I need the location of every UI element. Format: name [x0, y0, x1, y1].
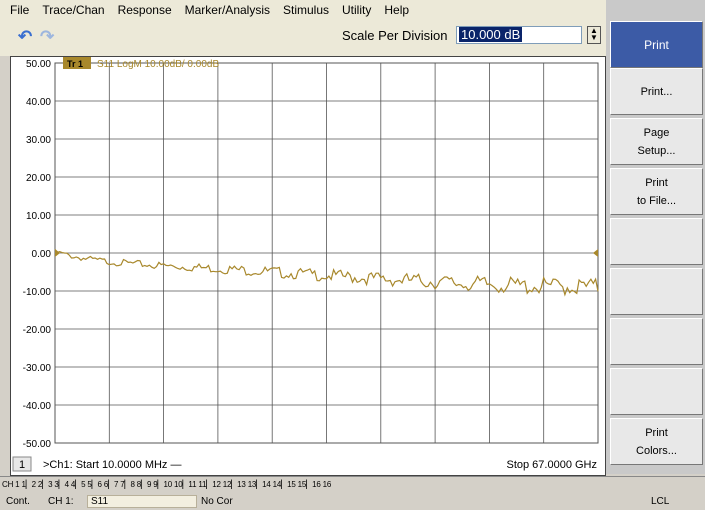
trace-badge-label: Tr 1 — [67, 59, 83, 69]
menu-response[interactable]: Response — [117, 2, 172, 17]
toolbar: ↶ ↷ Scale Per Division 10.000 dB ▲ ▼ — [0, 19, 606, 56]
menu-stimulus[interactable]: Stimulus — [283, 2, 330, 17]
sweep-start-label: >Ch1: Start 10.0000 MHz — — [43, 459, 181, 471]
channel-number-box — [12, 456, 32, 472]
status-bar: CH 1 1▏2 2▏3 3▏4 4▏5 5▏6 6▏7 7▏8 8▏9 9▏1… — [0, 476, 705, 510]
measurement-parameter-box: S11 — [87, 495, 197, 508]
menu-utility[interactable]: Utility — [342, 2, 372, 17]
y-tick-label: 30.00 — [26, 135, 51, 146]
y-tick-label: 50.00 — [26, 59, 51, 70]
spinner-down-icon[interactable]: ▼ — [590, 33, 598, 42]
softkey-page-setup[interactable]: Page Setup... — [610, 118, 703, 165]
menu-help[interactable]: Help — [384, 2, 410, 17]
s11-trace-line — [54, 249, 599, 297]
trace-title: S11 LogM 10.00dB/ 0.00dB — [97, 59, 219, 70]
softkey-empty-1[interactable] — [610, 218, 703, 265]
softkey-empty-3[interactable] — [610, 318, 703, 365]
undo-arrow-icon[interactable]: ↶ — [18, 27, 33, 46]
y-tick-label: 0.00 — [32, 249, 52, 260]
menu-trace-chan[interactable]: Trace/Chan — [42, 2, 105, 17]
softkey-print-colors[interactable]: Print Colors... — [610, 418, 703, 465]
menu-file[interactable]: File — [10, 2, 30, 17]
y-tick-label: -20.00 — [23, 325, 52, 336]
y-tick-label: -10.00 — [23, 287, 52, 298]
softkey-title-print: Print — [610, 21, 703, 68]
remote-local-status: LCL — [651, 496, 670, 507]
channel-status-label: CH 1: — [48, 496, 74, 507]
softkey-empty-4[interactable] — [610, 368, 703, 415]
menu-marker-analysis[interactable]: Marker/Analysis — [184, 2, 270, 17]
channel-selector-row[interactable]: CH 1 1▏2 2▏3 3▏4 4▏5 5▏6 6▏7 7▏8 8▏9 9▏1… — [2, 480, 332, 489]
softkey-empty-2[interactable] — [610, 268, 703, 315]
reference-marker-left — [55, 249, 60, 257]
softkey-panel: Print Print... Page Setup... Print to Fi… — [606, 0, 705, 474]
reference-marker-right — [593, 249, 598, 257]
channel-number: 1 — [19, 459, 25, 471]
spinner-up-icon[interactable]: ▲ — [590, 26, 598, 35]
redo-arrow-icon[interactable]: ↷ — [40, 27, 55, 46]
trace-badge — [63, 57, 91, 69]
sweep-stop-label: Stop 67.0000 GHz — [506, 459, 597, 471]
scale-per-division-value: 10.000 dB — [459, 27, 523, 42]
y-tick-label: -40.00 — [23, 401, 52, 412]
trace-display[interactable]: 50.00 40.00 30.00 20.00 10.00 0.00 -10.00 -20.0… — [10, 56, 606, 476]
sweep-mode-status: Cont. — [6, 496, 30, 507]
y-tick-label: 10.00 — [26, 211, 51, 222]
scale-per-division-label: Scale Per Division — [342, 28, 448, 43]
menu-bar: File Trace/Chan Response Marker/Analysis… — [0, 0, 606, 19]
y-tick-label: 20.00 — [26, 173, 51, 184]
softkey-print-to-file[interactable]: Print to File... — [610, 168, 703, 215]
scale-per-division-input[interactable]: 10.000 dB — [456, 26, 582, 44]
scale-spinner[interactable]: ▲ ▼ — [587, 26, 601, 44]
softkey-print[interactable]: Print... — [610, 68, 703, 115]
correction-status: No Cor — [201, 496, 233, 507]
y-tick-label: -50.00 — [23, 439, 52, 450]
y-tick-label: -30.00 — [23, 363, 52, 374]
y-tick-label: 40.00 — [26, 97, 51, 108]
s11-chart: 50.00 40.00 30.00 20.00 10.00 0.00 -10.00 -20.0… — [12, 57, 599, 472]
